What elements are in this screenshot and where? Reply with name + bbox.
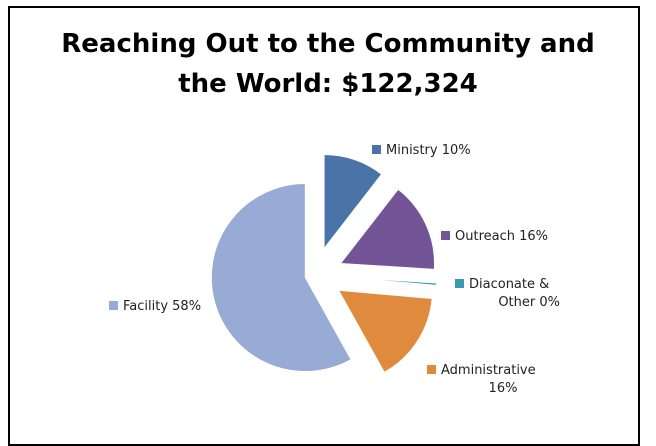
pie-slice-ministry [323, 154, 383, 250]
slice-label-administrative-line-1: Administrative [441, 363, 536, 378]
legend-swatch-administrative [427, 365, 436, 374]
slice-labels: Ministry 10% Outreach 16% Diaconate & Other… [109, 143, 560, 396]
slice-label-diaconate-other-line-2: Other 0% [498, 295, 560, 310]
legend-swatch-ministry [372, 145, 381, 154]
chart-title: Reaching Out to the Community and the Wo… [40, 24, 616, 104]
slice-label-facility-line-1: Facility 58% [123, 299, 201, 314]
legend-swatch-outreach [441, 231, 450, 240]
legend-swatch-facility [109, 301, 118, 310]
slice-label-administrative-line-2: 16% [489, 381, 518, 396]
pie-slice-diaconate-other [342, 276, 438, 286]
chart-title-line-2: the World: $122,324 [178, 69, 478, 99]
pie-slices [210, 154, 438, 373]
pie-slice-outreach [339, 188, 436, 270]
pie-slice-facility [210, 183, 352, 373]
pie-chart: Ministry 10% Outreach 16% Diaconate & Other… [109, 143, 560, 396]
legend-swatch-diaconate-other [455, 279, 464, 288]
slice-label-diaconate-other-line-1: Diaconate & [469, 277, 549, 292]
slice-label-outreach-line-1: Outreach 16% [455, 229, 548, 244]
pie-slice-administrative [337, 289, 433, 373]
chart-title-line-1: Reaching Out to the Community and [61, 29, 595, 59]
slice-label-ministry-line-1: Ministry 10% [386, 143, 471, 158]
